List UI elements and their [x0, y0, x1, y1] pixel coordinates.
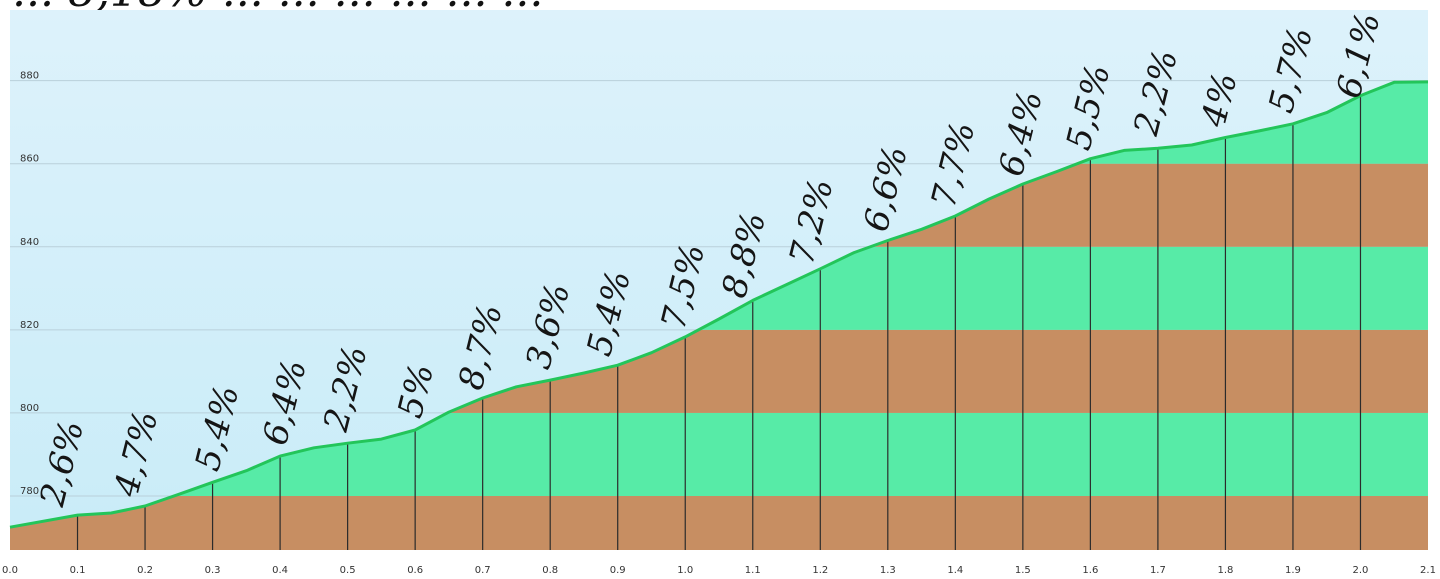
x-tick-1.7: 1.7 [1150, 565, 1166, 576]
x-tick-0.3: 0.3 [205, 565, 221, 576]
x-tick-0.1: 0.1 [70, 565, 86, 576]
x-tick-1.3: 1.3 [880, 565, 896, 576]
x-tick-1.8: 1.8 [1217, 565, 1233, 576]
x-tick-2.0: 2.0 [1353, 565, 1369, 576]
y-tick-820: 820 [20, 320, 39, 331]
x-tick-0.8: 0.8 [542, 565, 558, 576]
y-tick-800: 800 [20, 403, 39, 414]
x-tick-0.0: 0.0 [2, 565, 18, 576]
y-tick-780: 780 [20, 486, 39, 497]
x-tick-0.4: 0.4 [272, 565, 288, 576]
x-axis-strip [0, 550, 1440, 579]
x-tick-0.5: 0.5 [340, 565, 356, 576]
band-760-780 [10, 496, 1428, 550]
x-tick-0.7: 0.7 [475, 565, 491, 576]
x-tick-2.1: 2.1 [1420, 565, 1436, 576]
y-tick-860: 860 [20, 154, 39, 165]
x-tick-1.9: 1.9 [1285, 565, 1301, 576]
x-axis-ticks: 0.0 0.1 0.2 0.3 0.4 0.5 0.6 0.7 0.8 0.9 1.0 1.1 1.2 1… [2, 565, 1436, 576]
x-tick-0.9: 0.9 [610, 565, 626, 576]
y-axis-ticks: 780 800 820 840 860 880 [20, 71, 39, 497]
chart-title-strip [0, 0, 1440, 10]
x-tick-1.0: 1.0 [677, 565, 693, 576]
x-tick-1.2: 1.2 [812, 565, 828, 576]
y-tick-880: 880 [20, 71, 39, 82]
x-tick-1.5: 1.5 [1015, 565, 1031, 576]
x-tick-1.6: 1.6 [1082, 565, 1098, 576]
elevation-profile-line [9, 80, 1429, 529]
x-tick-0.6: 0.6 [407, 565, 423, 576]
x-tick-0.2: 0.2 [137, 565, 153, 576]
y-tick-840: 840 [20, 237, 39, 248]
x-tick-1.1: 1.1 [745, 565, 761, 576]
x-tick-1.4: 1.4 [947, 565, 963, 576]
